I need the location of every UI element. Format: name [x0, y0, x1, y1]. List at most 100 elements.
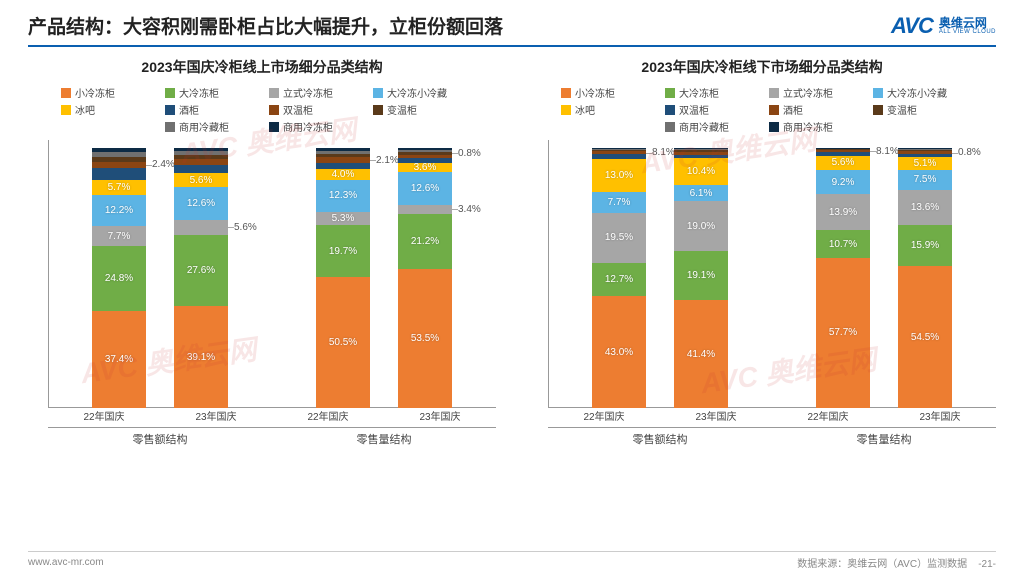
- bar-segment: 8.1%: [592, 151, 646, 154]
- bar-segment: 15.9%: [898, 225, 952, 266]
- legend-item: 立式冷冻柜: [769, 85, 859, 100]
- chart-left: 2023年国庆冷柜线上市场细分品类结构 小冷冻柜大冷冻柜立式冷冻柜大冷冻小冷藏冰…: [18, 57, 506, 450]
- bar-segment: 12.2%: [92, 195, 146, 227]
- legend-item: 商用冷藏柜: [665, 119, 755, 134]
- bars-area: 43.0%12.7%19.5%7.7%13.0%8.1%41.4%19.1%19…: [548, 140, 996, 408]
- logo-en: ALL VIEW CLOUD: [939, 29, 996, 35]
- legend-swatch: [165, 105, 175, 115]
- segment-value-label: 8.1%: [876, 146, 899, 157]
- legend-item: 酒柜: [165, 102, 255, 117]
- legend-swatch: [61, 88, 71, 98]
- bar-segment: 24.8%: [92, 246, 146, 310]
- bar-segment: [674, 148, 728, 149]
- logo: AVC 奥维云网 ALL VIEW CLOUD: [891, 13, 996, 39]
- bar-segment: 13.9%: [816, 194, 870, 230]
- legend-label: 冰吧: [75, 102, 95, 117]
- bar-segment: [816, 152, 870, 155]
- legend-swatch: [373, 105, 383, 115]
- bar-segment: 6.1%: [674, 185, 728, 201]
- bar-segment: 57.7%: [816, 258, 870, 408]
- legend-item: 小冷冻柜: [61, 85, 151, 100]
- stacked-bar: 57.7%10.7%13.9%9.2%5.6%8.1%: [816, 148, 870, 408]
- legend-swatch: [665, 122, 675, 132]
- legend-label: 酒柜: [179, 102, 199, 117]
- segment-value-label: 5.6%: [190, 175, 213, 186]
- segment-value-label: 57.7%: [829, 327, 857, 338]
- bar-segment: [174, 159, 228, 165]
- bar-segment: 39.1%: [174, 306, 228, 408]
- bar-segment: [92, 152, 146, 157]
- legend-item: 商用冷冻柜: [269, 119, 359, 134]
- bar-segment: [674, 152, 728, 155]
- bar-segment: [174, 165, 228, 173]
- legend-swatch: [769, 122, 779, 132]
- legend-swatch: [269, 122, 279, 132]
- segment-value-label: 19.0%: [687, 221, 715, 232]
- x-group-label: 零售额结构: [48, 427, 272, 447]
- legend-label: 小冷冻柜: [75, 85, 115, 100]
- bar-segment: [92, 157, 146, 162]
- legend-swatch: [665, 88, 675, 98]
- x-labels: 22年国庆23年国庆零售额结构22年国庆23年国庆零售量结构: [548, 408, 996, 450]
- bar-segment: 13.6%: [898, 190, 952, 225]
- bar-group: 43.0%12.7%19.5%7.7%13.0%8.1%41.4%19.1%19…: [548, 148, 772, 408]
- bar-segment: 37.4%: [92, 311, 146, 408]
- segment-value-label: 10.4%: [687, 166, 715, 177]
- segment-value-label: 10.7%: [829, 239, 857, 250]
- legend-label: 立式冷冻柜: [783, 85, 833, 100]
- footer-page: -21-: [978, 559, 996, 570]
- bar-segment: 5.6%: [174, 220, 228, 235]
- segment-value-label: 0.8%: [958, 147, 981, 158]
- segment-value-label: 19.7%: [329, 246, 357, 257]
- x-group-label: 零售额结构: [548, 427, 772, 447]
- stacked-bar: 43.0%12.7%19.5%7.7%13.0%8.1%: [592, 148, 646, 408]
- chart-right-title: 2023年国庆冷柜线下市场细分品类结构: [518, 57, 1006, 77]
- legend-label: 变温柜: [387, 102, 417, 117]
- bar-segment: 3.6%: [398, 163, 452, 172]
- chart-left-legend: 小冷冻柜 大冷冻柜 立式冷冻柜 大冷冻小冷藏冰吧 酒柜 双温柜 变温柜商用冷藏柜 商用冷冻柜: [18, 85, 506, 140]
- bar-segment: 53.5%: [398, 269, 452, 408]
- legend-item: 双温柜: [665, 102, 755, 117]
- legend-label: 商用冷冻柜: [783, 119, 833, 134]
- bar-segment: 19.5%: [592, 213, 646, 264]
- segment-value-label: 5.1%: [914, 158, 937, 169]
- footer: www.avc-mr.com 数据来源：奥维云网（AVC）监测数据 -21-: [0, 555, 1024, 570]
- bar-segment: 2.1%: [316, 157, 370, 162]
- segment-value-label: 12.6%: [411, 183, 439, 194]
- segment-value-label: 7.7%: [608, 197, 631, 208]
- segment-value-label: 5.6%: [832, 157, 855, 168]
- legend-label: 商用冷冻柜: [283, 119, 333, 134]
- legend-label: 双温柜: [283, 102, 313, 117]
- bar-segment: 8.1%: [816, 150, 870, 152]
- legend-label: 大冷冻柜: [179, 85, 219, 100]
- legend-label: 大冷冻小冷藏: [387, 85, 447, 100]
- segment-value-label: 3.6%: [414, 162, 437, 173]
- legend-item: 立式冷冻柜: [269, 85, 359, 100]
- bar-segment: 19.0%: [674, 201, 728, 250]
- chart-right: 2023年国庆冷柜线下市场细分品类结构 小冷冻柜大冷冻柜立式冷冻柜大冷冻小冷藏冰…: [518, 57, 1006, 450]
- segment-value-label: 43.0%: [605, 347, 633, 358]
- legend-item: 双温柜: [269, 102, 359, 117]
- footer-divider: [28, 551, 996, 552]
- bar-segment: 12.3%: [316, 180, 370, 212]
- legend-swatch: [665, 105, 675, 115]
- segment-value-label: 21.2%: [411, 236, 439, 247]
- legend-item: 大冷冻柜: [165, 85, 255, 100]
- segment-value-label: 50.5%: [329, 337, 357, 348]
- legend-swatch: [561, 105, 571, 115]
- x-group: 22年国庆23年国庆零售额结构: [548, 408, 772, 450]
- bar-segment: [592, 150, 646, 152]
- legend-swatch: [61, 105, 71, 115]
- segment-value-label: 41.4%: [687, 349, 715, 360]
- legend-label: 商用冷藏柜: [179, 119, 229, 134]
- legend-label: 酒柜: [783, 102, 803, 117]
- legend-item: 冰吧: [61, 102, 151, 117]
- bar-segment: 7.5%: [898, 170, 952, 190]
- bar-segment: 19.7%: [316, 225, 370, 276]
- bar-segment: 12.6%: [398, 172, 452, 205]
- segment-value-label: 27.6%: [187, 265, 215, 276]
- bar-segment: 10.7%: [816, 230, 870, 258]
- bar-segment: [816, 148, 870, 149]
- bar-segment: [398, 158, 452, 163]
- x-group: 22年国庆23年国庆零售量结构: [772, 408, 996, 450]
